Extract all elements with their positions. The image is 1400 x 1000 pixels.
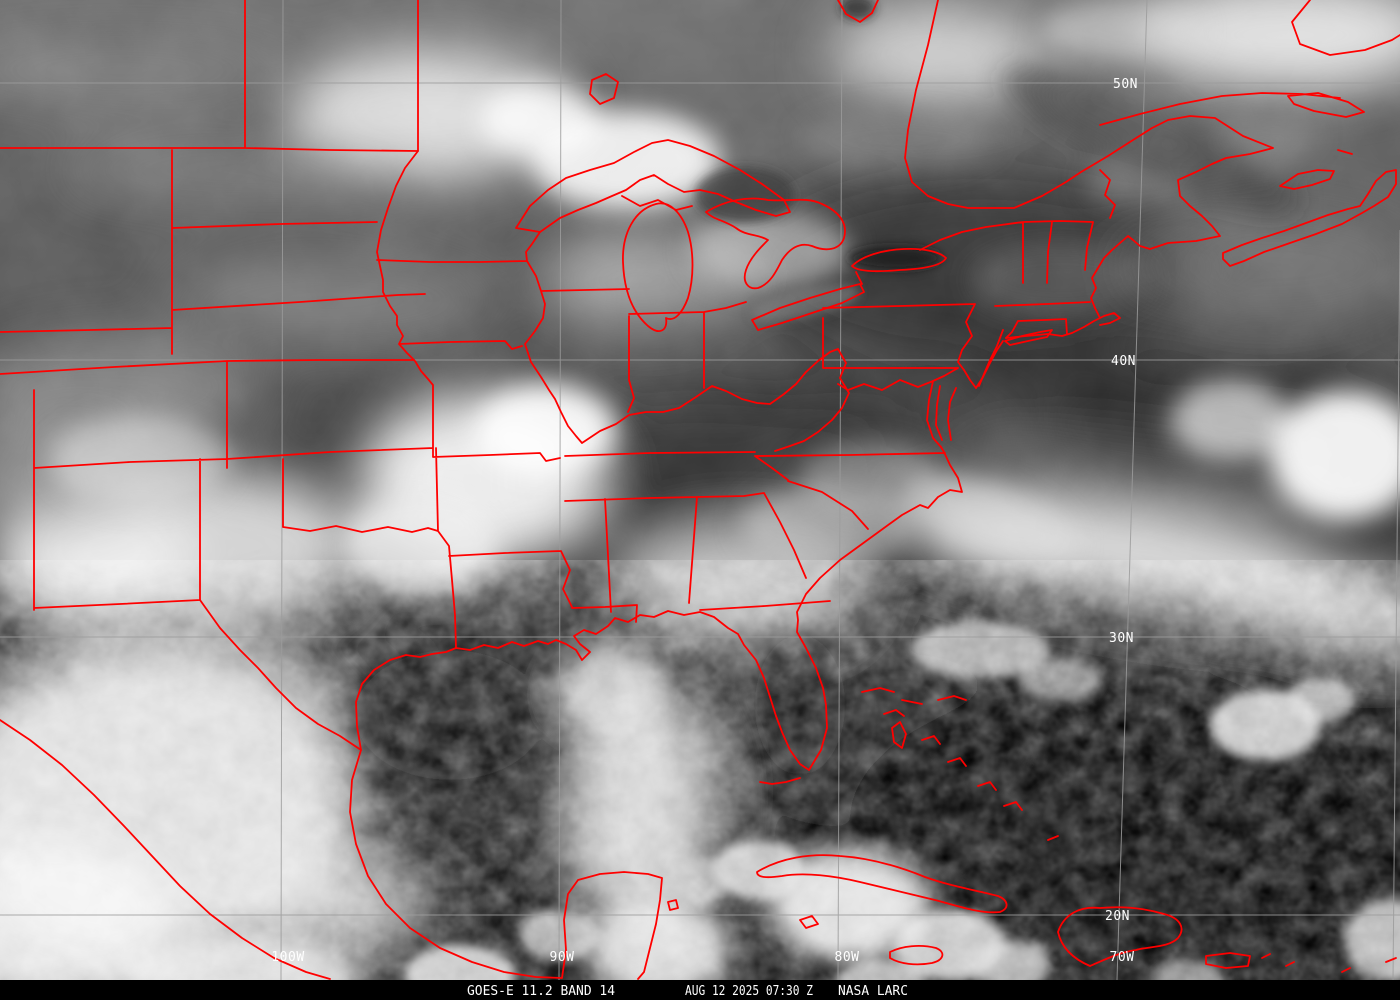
gridline-70w (1116, 0, 1148, 981)
gridline-60w (1392, 229, 1400, 981)
caption-bar-background (0, 980, 1400, 1000)
coastline (355, 235, 1151, 785)
caption-credit: NASA LARC (838, 984, 908, 999)
great-lakes-outlines (515, 73, 947, 332)
lon-label-80w: 80W (835, 950, 860, 965)
lon-label-90w: 90W (550, 950, 575, 965)
lon-label-70w: 70W (1110, 950, 1135, 965)
caption-timestamp: AUG 12 2025 07:30 Z (685, 984, 813, 999)
lon-label-100w: 100W (271, 950, 304, 965)
caption-product-label: GOES-E 11.2 BAND 14 (467, 984, 615, 999)
northeast-boundaries (919, 220, 1094, 448)
lat-label-40n: 40N (1111, 354, 1136, 369)
gridline-90w (558, 0, 562, 981)
lat-label-50n: 50N (1113, 77, 1138, 92)
grid-labels: 50N 40N 30N 20N 100W 90W 80W 70W (271, 77, 1138, 965)
gridline-80w (837, 0, 843, 981)
mexico-caribbean-boundaries (0, 599, 1397, 980)
lat-label-20n: 20N (1105, 909, 1130, 924)
caption-bar: GOES-E 11.2 BAND 14 AUG 12 2025 07:30 Z … (0, 980, 1400, 1000)
gridline-100w (280, 0, 284, 981)
canada-boundaries (0, 0, 1400, 267)
lat-label-30n: 30N (1109, 631, 1134, 646)
us-state-boundaries (0, 149, 976, 649)
